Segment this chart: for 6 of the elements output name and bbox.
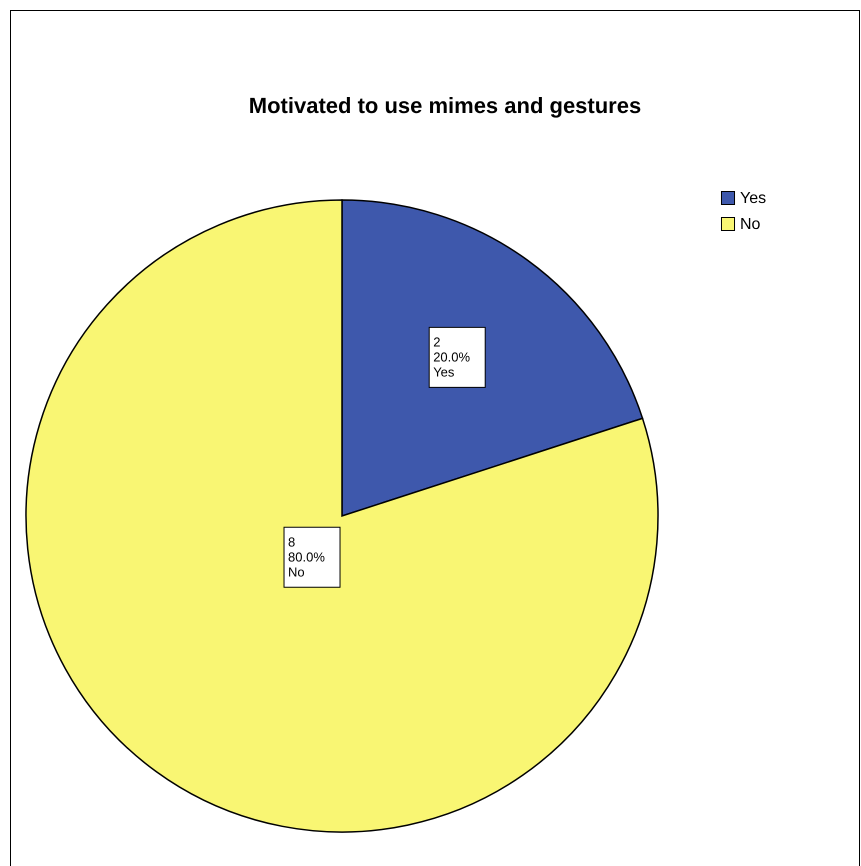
data-label: 2 20.0% Yes (433, 334, 471, 380)
pie-slice (25, 199, 658, 832)
data-label: 8 80.0% No (288, 534, 326, 580)
legend-label: Yes (740, 190, 766, 207)
chart-title: Motivated to use mimes and gestures (248, 93, 642, 118)
legend-label: No (740, 216, 761, 233)
